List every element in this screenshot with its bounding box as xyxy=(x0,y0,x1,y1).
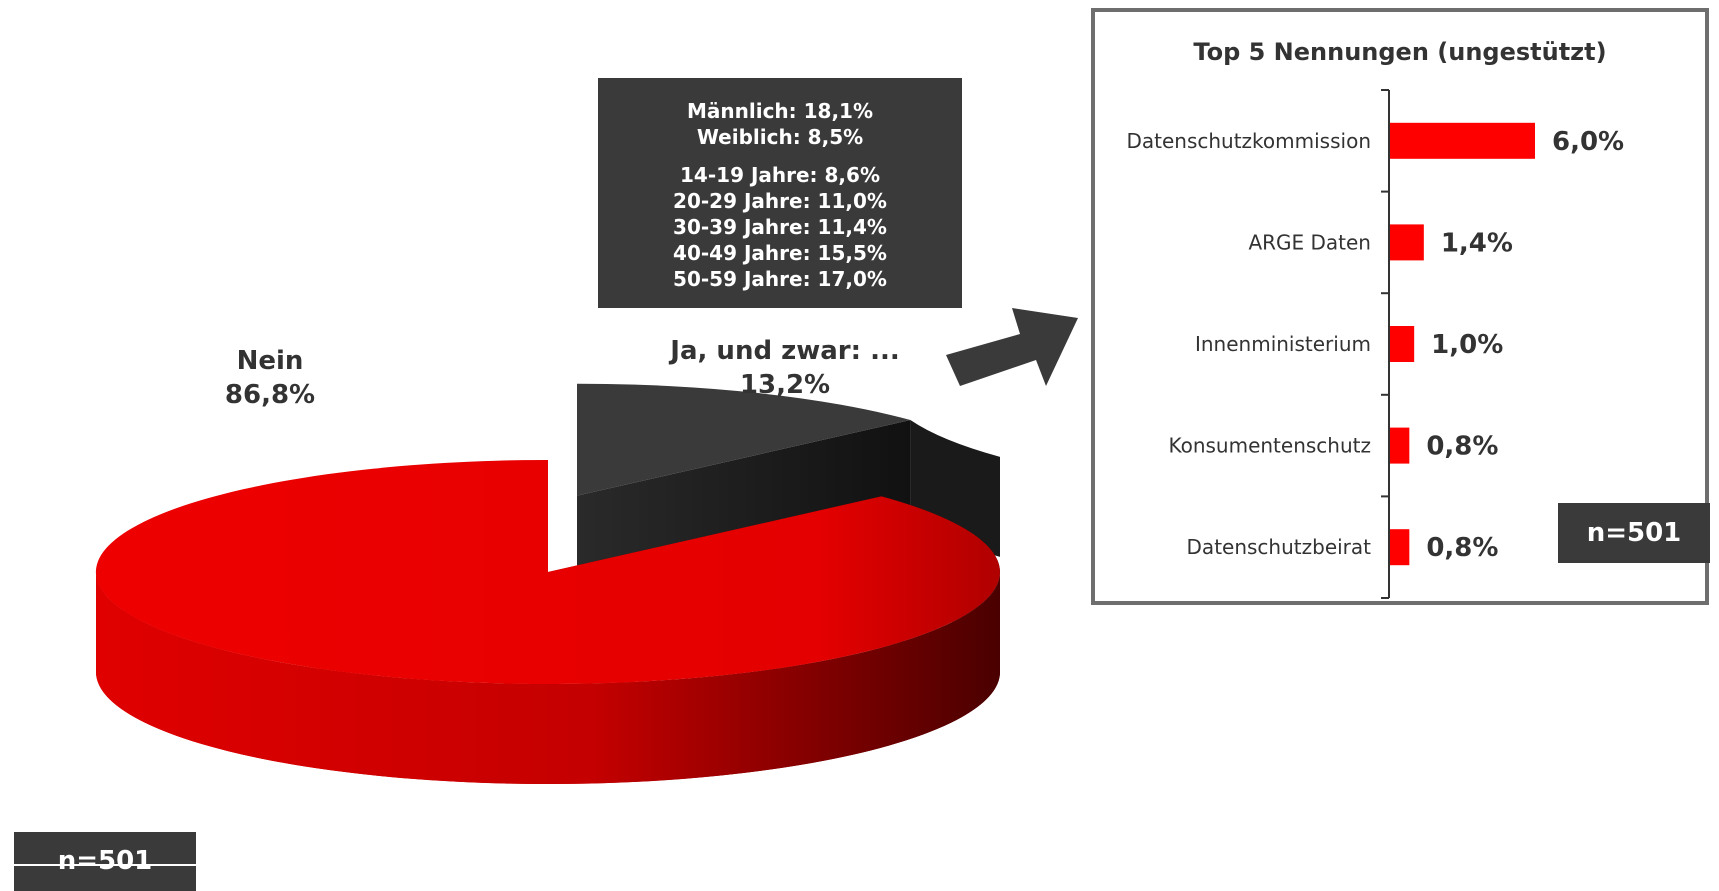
pie-label-nein-name: Nein xyxy=(236,346,304,376)
age-group: 14-19 Jahre: 8,6% 20-29 Jahre: 11,0% 30-… xyxy=(598,162,962,292)
gender-female: Weiblich: 8,5% xyxy=(696,125,864,149)
age-50-59: 50-59 Jahre: 17,0% xyxy=(673,267,887,291)
bar-category-label: Konsumentenschutz xyxy=(1168,434,1371,458)
bar-value-label: 0,8% xyxy=(1426,432,1498,462)
bar-value-label: 1,4% xyxy=(1441,228,1513,258)
pie-label-ja-name: Ja, und zwar: ... xyxy=(670,336,900,366)
bar-category-label: Innenministerium xyxy=(1195,332,1371,356)
bar-category-label: Datenschutzbeirat xyxy=(1187,535,1372,559)
bar-1 xyxy=(1390,122,1535,159)
pie-slice-ja xyxy=(577,383,911,496)
badge-rule xyxy=(14,864,196,866)
bar-5 xyxy=(1390,529,1410,566)
demographics-callout: Männlich: 18,1% Weiblich: 8,5% 14-19 Jah… xyxy=(598,78,962,308)
sample-size-badge-panel: n=501 xyxy=(1558,503,1710,563)
gender-group: Männlich: 18,1% Weiblich: 8,5% xyxy=(598,98,962,150)
age-14-19: 14-19 Jahre: 8,6% xyxy=(680,163,880,187)
bar-2 xyxy=(1390,224,1424,261)
bar-chart-title: Top 5 Nennungen (ungestützt) xyxy=(1193,38,1607,66)
pie-label-nein: Nein 86,8% xyxy=(170,344,370,412)
sample-size-label: n=501 xyxy=(57,846,153,876)
pie-label-ja: Ja, und zwar: ... 13,2% xyxy=(635,334,935,402)
pie-chart xyxy=(95,383,1000,785)
bar-3 xyxy=(1390,326,1415,362)
bar-value-label: 6,0% xyxy=(1552,127,1624,157)
bar-4 xyxy=(1390,427,1410,464)
arrow-right-icon xyxy=(946,308,1078,386)
sample-size-badge-main: n=501 xyxy=(14,832,196,891)
bar-chart: Datenschutzkommission 6,0% ARGE Daten 1,4% I… xyxy=(1126,89,1624,599)
pie-slice-nein xyxy=(95,460,1000,684)
age-40-49: 40-49 Jahre: 15,5% xyxy=(673,241,887,265)
age-30-39: 30-39 Jahre: 11,4% xyxy=(673,215,887,239)
pie-slice-nein-rim-front xyxy=(96,572,1000,784)
bar-value-label: 0,8% xyxy=(1426,533,1498,563)
gender-male: Männlich: 18,1% xyxy=(686,99,874,123)
bar-value-label: 1,0% xyxy=(1431,330,1503,360)
bar-category-label: Datenschutzkommission xyxy=(1126,129,1371,153)
pie-label-ja-value: 13,2% xyxy=(739,370,831,400)
bar-category-label: ARGE Daten xyxy=(1248,230,1371,254)
age-20-29: 20-29 Jahre: 11,0% xyxy=(673,189,887,213)
pie-label-nein-value: 86,8% xyxy=(224,380,316,410)
